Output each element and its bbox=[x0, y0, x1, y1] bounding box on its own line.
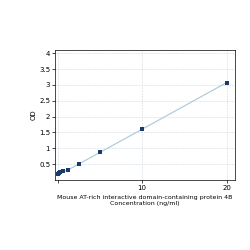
Point bbox=[98, 150, 102, 154]
X-axis label: Mouse AT-rich interactive domain-containing protein 4B
Concentration (ng/ml): Mouse AT-rich interactive domain-contain… bbox=[57, 195, 233, 206]
Point bbox=[140, 127, 144, 131]
Point bbox=[224, 81, 228, 85]
Point bbox=[77, 162, 81, 166]
Point bbox=[58, 170, 62, 174]
Y-axis label: OD: OD bbox=[30, 110, 36, 120]
Point bbox=[61, 170, 65, 173]
Point bbox=[66, 168, 70, 172]
Point bbox=[56, 172, 60, 176]
Point bbox=[57, 171, 61, 175]
